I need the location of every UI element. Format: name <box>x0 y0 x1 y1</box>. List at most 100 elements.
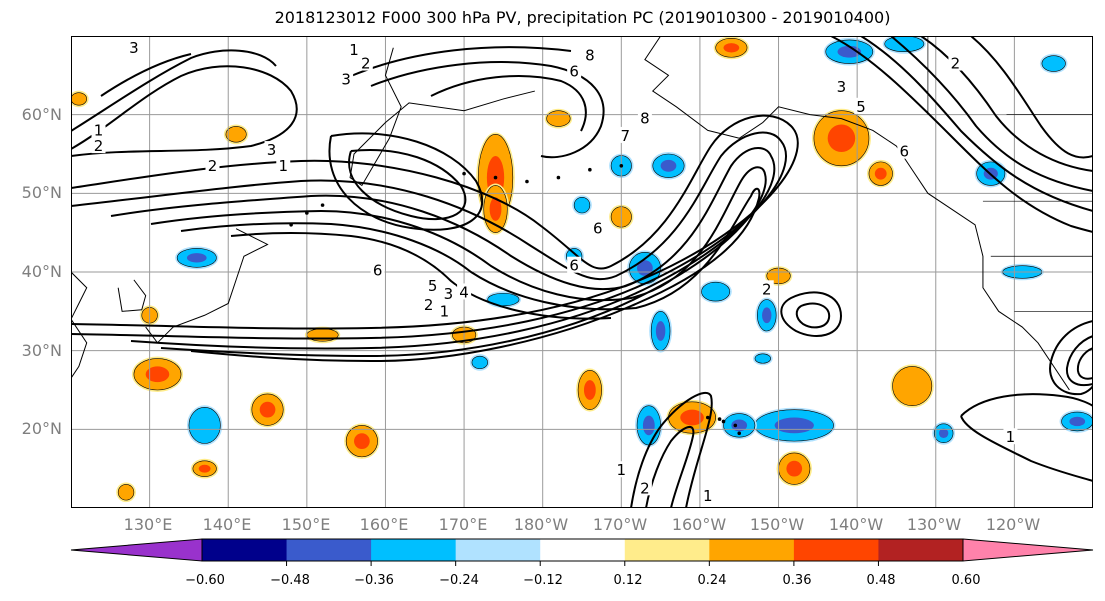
island-dot <box>556 175 561 180</box>
contour-label-bg <box>370 261 385 278</box>
precip-core <box>827 124 856 153</box>
lon-label-140w: 140°W <box>828 515 884 534</box>
contour-label: 1 <box>703 487 713 505</box>
island-dot <box>721 419 726 424</box>
pv-contour-line <box>830 36 1093 233</box>
lat-label-30n: 30°N <box>21 341 62 360</box>
contour-label: 1 <box>617 461 627 479</box>
cb-tick-label: −0.48 <box>270 573 310 588</box>
contour-label-bg <box>637 109 652 126</box>
lon-label-130w: 130°W <box>906 515 962 534</box>
contour-label-bg <box>264 141 279 158</box>
island-dot <box>619 164 624 168</box>
contour-label-bg <box>425 277 440 294</box>
lon-label-160w: 160°W <box>671 515 727 534</box>
precip-area <box>546 110 571 127</box>
contour-label-bg <box>126 38 141 55</box>
contour-label: 5 <box>428 277 438 295</box>
precip-area <box>573 196 591 214</box>
precip-area <box>754 353 771 364</box>
colorbar-cells <box>71 539 1093 566</box>
contour-label: 5 <box>856 98 866 116</box>
pv-contour-line <box>1065 335 1093 387</box>
cb-tick-label: −0.36 <box>354 573 394 588</box>
pv-contour-line <box>328 132 484 231</box>
contour-label-bg <box>854 97 869 114</box>
colorbar-bin <box>455 539 541 561</box>
precip-area <box>71 92 88 106</box>
colorbar-bin <box>878 539 964 561</box>
pv-contour-line <box>71 131 787 340</box>
contour-label-bg <box>421 296 436 313</box>
pv-contour-line <box>860 36 1093 212</box>
map-gridlines <box>71 36 1093 508</box>
precip-core <box>762 307 772 324</box>
island-dot <box>320 203 325 207</box>
precip-core <box>145 366 170 383</box>
contour-label-bg <box>339 70 354 87</box>
pv-contour-line <box>1076 347 1093 380</box>
coastlines <box>71 36 1093 436</box>
contour-label-bg <box>590 219 605 236</box>
cb-tick-label: −0.24 <box>439 573 479 588</box>
contour-label-bg <box>441 285 456 302</box>
precip-core <box>198 464 211 473</box>
pv-contour-line <box>890 36 1093 192</box>
island-dot <box>737 431 742 436</box>
contour-label-bg <box>358 54 373 71</box>
pv-contour-line <box>780 291 843 337</box>
contour-label: 3 <box>444 285 454 303</box>
colorbar-bin <box>71 539 202 561</box>
contour-label: 1 <box>440 302 450 320</box>
lat-label-40n: 40°N <box>21 262 62 281</box>
pv-contour-line <box>920 36 1093 172</box>
contour-label: 6 <box>593 220 603 238</box>
pv-contour-line <box>230 232 612 320</box>
contour-label-bg <box>1003 428 1018 445</box>
contour-label-bg <box>567 256 582 273</box>
lat-label-20n: 20°N <box>21 419 62 438</box>
precip-core <box>723 43 740 53</box>
precip-core <box>731 419 748 432</box>
pv-contour-line <box>110 147 776 350</box>
precip-core <box>489 197 502 221</box>
contour-label-bg <box>347 41 362 58</box>
contour-label-bg <box>91 121 106 138</box>
pv-contour-line <box>430 75 587 132</box>
contour-label: 4 <box>459 283 469 301</box>
map-frame <box>71 36 1093 508</box>
coastline <box>145 228 269 344</box>
contour-label-bg <box>637 479 652 496</box>
contour-label: 8 <box>640 110 650 128</box>
island-dot <box>493 175 498 180</box>
island-dot <box>705 415 710 420</box>
contour-label: 2 <box>361 55 371 73</box>
island-dot <box>588 167 592 172</box>
precip-core <box>786 460 803 477</box>
contour-label: 6 <box>373 261 383 279</box>
lon-label-130e: 130°E <box>123 515 173 534</box>
contour-label: 2 <box>762 280 772 298</box>
precip-core <box>660 159 677 172</box>
cb-tick-label: 0.12 <box>613 573 643 588</box>
pv-contour-line <box>795 302 831 329</box>
contour-label: 6 <box>569 62 579 80</box>
contour-label: 7 <box>620 127 630 145</box>
contour-label-bg <box>614 461 629 478</box>
contour-label: 3 <box>267 141 277 159</box>
contour-label: 3 <box>837 78 847 96</box>
precip-core <box>642 415 655 436</box>
contour-label-bg <box>582 46 597 63</box>
pv-contour-line <box>970 36 1093 159</box>
contour-label: 6 <box>900 143 910 161</box>
lon-label-170w: 170°W <box>592 515 648 534</box>
lon-label-140e: 140°E <box>202 515 252 534</box>
pv-contour-line <box>1049 320 1093 396</box>
colorbar-bin <box>286 539 372 561</box>
cb-tick-label: 0.36 <box>782 573 812 588</box>
pv-contour-line <box>960 415 1093 482</box>
coastline <box>117 279 147 312</box>
contour-label-bg <box>457 283 472 300</box>
contour-label-bg <box>618 126 633 143</box>
precip-area <box>892 366 933 407</box>
